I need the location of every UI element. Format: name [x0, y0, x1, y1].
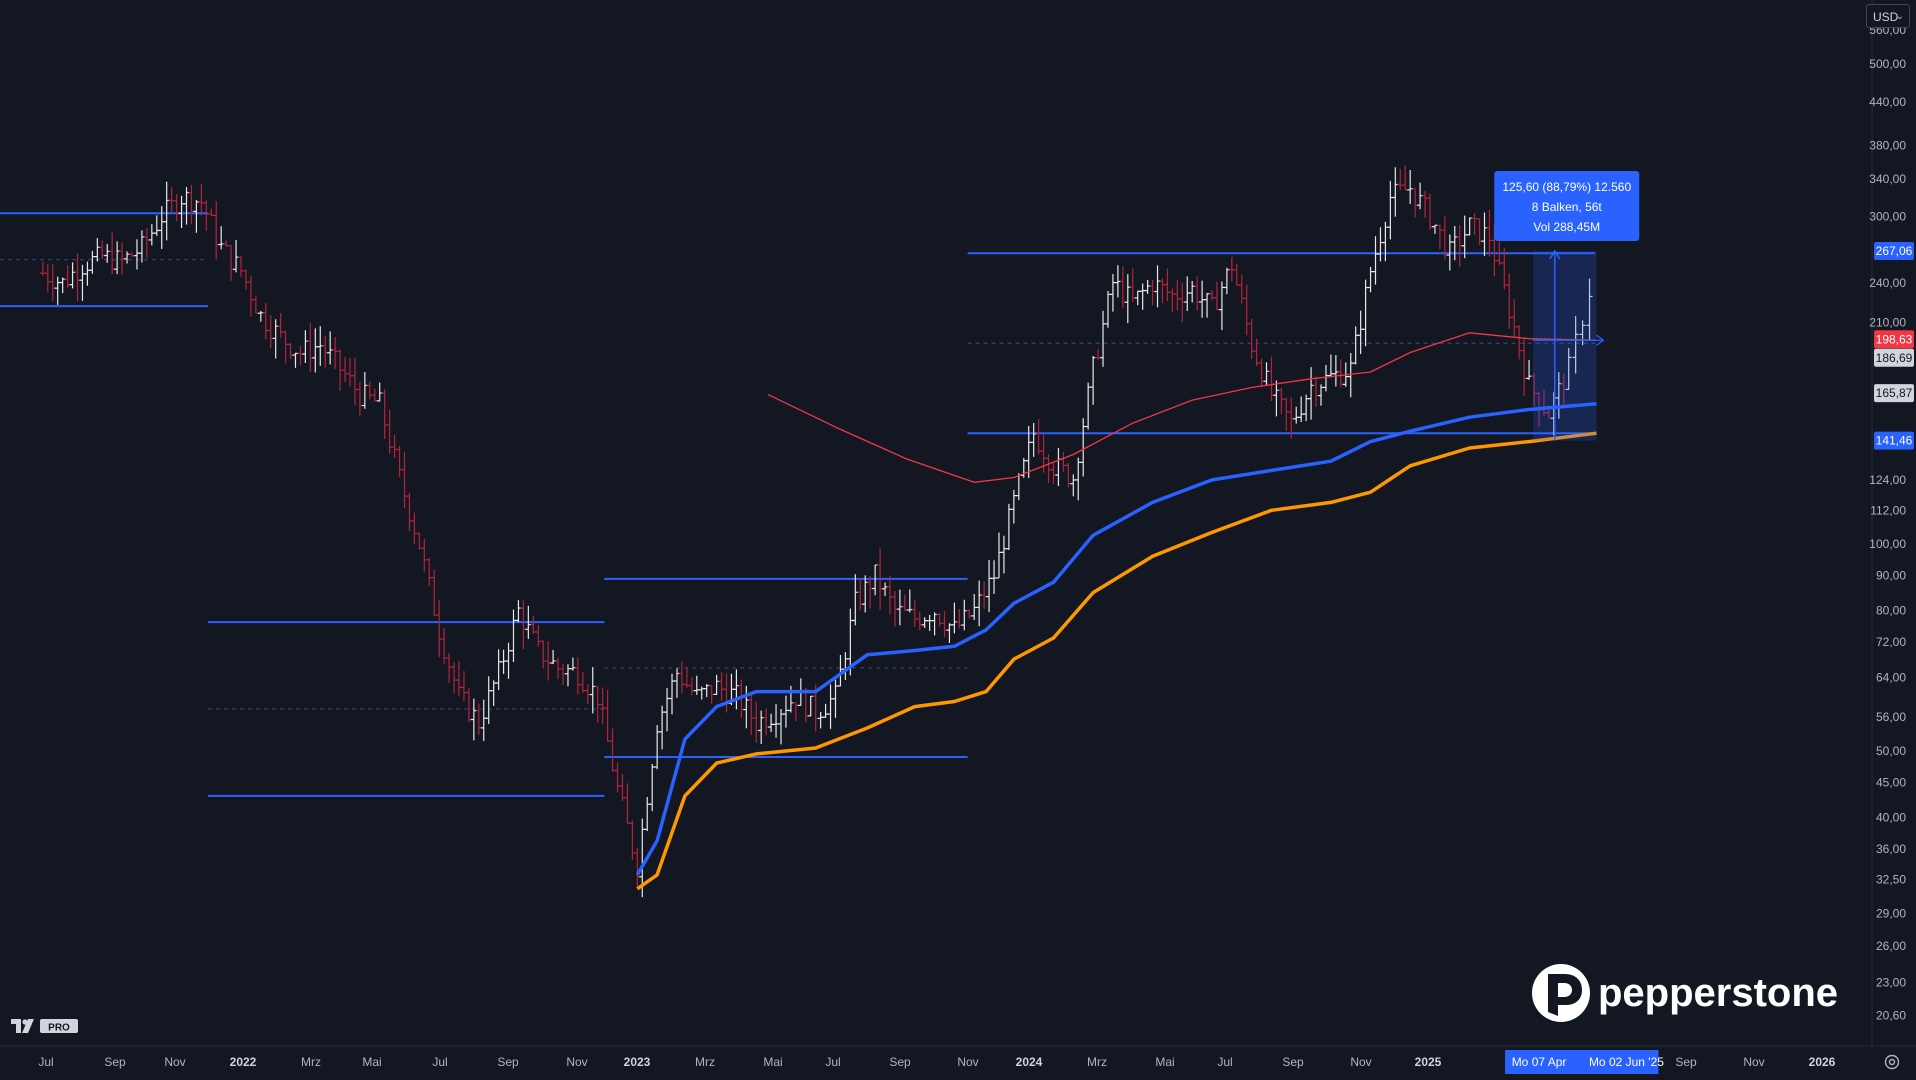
time-range-label: Mo 07 Apr: [1512, 1055, 1567, 1069]
price-axis-tick-label: 380,00: [1869, 139, 1906, 153]
price-axis-tick-label: 100,00: [1869, 537, 1906, 551]
price-tag-label: 141,46: [1876, 434, 1913, 448]
chevron-down-icon: ⌄: [1895, 11, 1904, 22]
price-tag: [1874, 348, 1914, 367]
price-axis-tick-label: 240,00: [1869, 276, 1906, 290]
price-axis-tick-label: 64,00: [1876, 670, 1906, 684]
pepperstone-logo: pepperstone: [1532, 964, 1838, 1022]
time-axis-tick-label: Mai: [763, 1055, 782, 1069]
measure-tooltip-line: 125,60 (88,79%) 12.560: [1502, 180, 1631, 194]
price-axis-tick-label: 500,00: [1869, 57, 1906, 71]
time-axis-tick-label: 2023: [624, 1055, 651, 1069]
time-axis-tick-label: Mai: [1155, 1055, 1174, 1069]
tradingview-logo: PRO: [11, 1019, 78, 1034]
price-tag-label: 267,06: [1876, 244, 1913, 258]
measure-tool-layer[interactable]: 125,60 (88,79%) 12.560 8 Balken, 56t Vol 2…: [1494, 170, 1640, 441]
price-axis-tick-label: 440,00: [1869, 95, 1906, 109]
time-axis-tick-label: Jul: [432, 1055, 447, 1069]
price-axis-tick-label: 26,00: [1876, 939, 1906, 953]
measure-arrow-right-icon: [1596, 334, 1605, 346]
time-axis-tick-label: 2025: [1415, 1055, 1442, 1069]
price-axis-tick-label: 112,00: [1870, 503, 1906, 517]
time-axis-tick-label: Jul: [1217, 1055, 1232, 1069]
price-axis-tick-label: 124,00: [1869, 473, 1906, 487]
price-axis-tick-label: 72,00: [1876, 635, 1906, 649]
price-axis-tick-label: 40,00: [1876, 811, 1906, 825]
moving-averages-layer: [635, 332, 1597, 891]
price-axis-tick-label: 210,00: [1869, 316, 1906, 330]
time-axis-tick-label: Mrz: [1087, 1055, 1107, 1069]
time-axis-tick-label: Mrz: [695, 1055, 715, 1069]
measure-range-box[interactable]: [1533, 250, 1597, 441]
time-axis-tick-label: Sep: [1282, 1055, 1304, 1069]
price-axis-tick-label: 23,00: [1876, 976, 1906, 990]
time-axis-tick-label: Nov: [957, 1055, 978, 1069]
currency-label: USD: [1873, 10, 1899, 24]
time-axis-tick-label: Jul: [38, 1055, 53, 1069]
price-tags: 267,06 198,63 186,69 165,87 141,46: [1874, 241, 1914, 450]
series-line-1: [635, 402, 1597, 876]
price-tag-label: 165,87: [1876, 386, 1913, 400]
time-axis-tick-label: Nov: [566, 1055, 587, 1069]
gear-icon[interactable]: [1882, 1052, 1902, 1072]
price-axis-tick-label: 45,00: [1876, 775, 1906, 789]
measure-tooltip: [1494, 170, 1640, 241]
time-axis-tick-label: Mrz: [301, 1055, 321, 1069]
currency-selector-button[interactable]: USD ⌄: [1866, 4, 1910, 28]
range-lines-layer: [0, 212, 1596, 797]
time-axis-tick-label: Sep: [497, 1055, 519, 1069]
price-tag: [1874, 330, 1914, 349]
price-axis-tick-label: 50,00: [1876, 744, 1906, 758]
price-tag: [1874, 384, 1914, 403]
price-axis-tick-label: 29,00: [1876, 906, 1906, 920]
time-axis-tick-label: 2026: [1809, 1055, 1836, 1069]
time-range-highlight: [1505, 1050, 1659, 1074]
price-axis-tick-label: 300,00: [1869, 209, 1906, 223]
time-axis-tick-label: Mai: [362, 1055, 381, 1069]
price-tag-label: 198,63: [1876, 332, 1913, 346]
price-axis-tick-label: 90,00: [1876, 569, 1906, 583]
series-line-2: [767, 332, 1597, 483]
price-tag: [1874, 241, 1914, 260]
price-axis-tick-label: 340,00: [1869, 172, 1906, 186]
price-bars-layer: [39, 165, 1593, 898]
price-axis-tick-label: 56,00: [1876, 710, 1906, 724]
price-axis-tick-label: 36,00: [1876, 842, 1906, 856]
price-tag-label: 186,69: [1876, 351, 1913, 365]
time-axis-tick-label: Nov: [1743, 1055, 1764, 1069]
measure-tooltip-line: Vol 288,45M: [1533, 220, 1600, 234]
brand-wordmark: pepperstone: [1598, 971, 1838, 1015]
measure-tooltip-line: 8 Balken, 56t: [1532, 200, 1603, 214]
price-axis-tick-label: 20,60: [1876, 1009, 1906, 1023]
time-axis-tick-label: Nov: [1350, 1055, 1371, 1069]
time-axis-tick-label: Sep: [1675, 1055, 1697, 1069]
time-axis-tick-label: Jul: [825, 1055, 840, 1069]
price-tag: [1874, 431, 1914, 450]
price-axis[interactable]: 560,00500,00440,00380,00340,00300,00240,…: [1869, 23, 1906, 1023]
time-axis-tick-label: Nov: [164, 1055, 185, 1069]
price-axis-tick-label: 32,50: [1876, 872, 1906, 886]
measure-arrow-up-icon: [1549, 249, 1561, 260]
time-axis-tick-label: 2024: [1016, 1055, 1043, 1069]
time-axis-tick-label: Sep: [889, 1055, 911, 1069]
platform-badge: PRO: [48, 1023, 70, 1034]
series-line-0: [636, 431, 1597, 891]
time-axis-tick-label: Sep: [104, 1055, 126, 1069]
time-axis-tick-label: 2022: [230, 1055, 257, 1069]
time-range-label: Mo 02 Jun '25: [1589, 1055, 1664, 1069]
time-axis[interactable]: Jul Sep Nov 2022 Mrz Mai Jul Sep Nov 2023 Mrz Mai Ju…: [38, 1050, 1836, 1074]
price-axis-tick-label: 80,00: [1876, 604, 1906, 618]
